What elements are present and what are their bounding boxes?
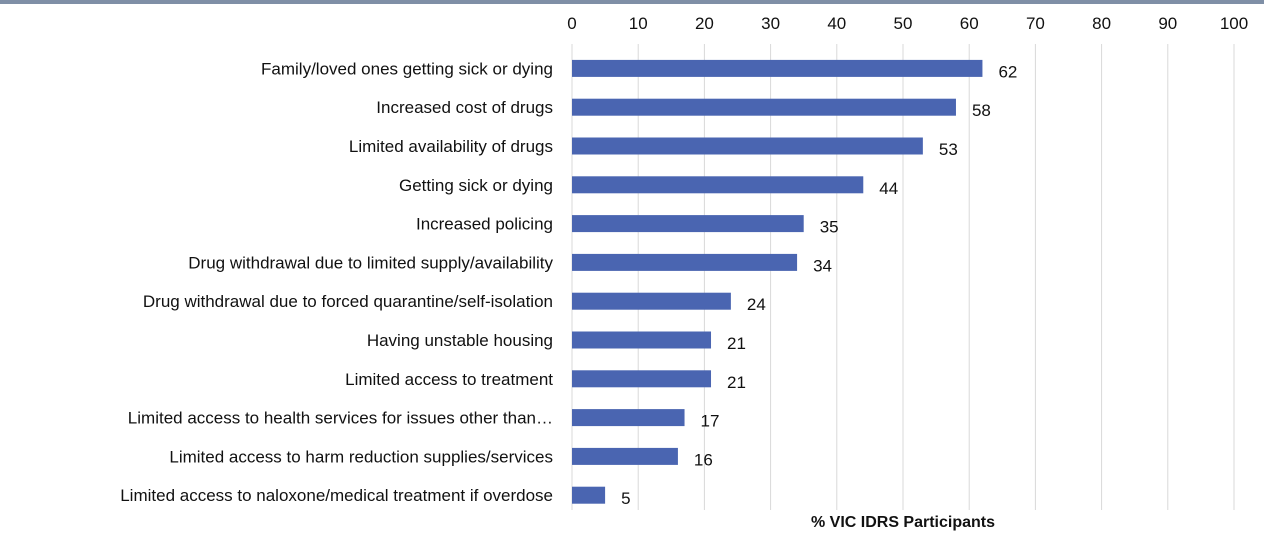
bar (572, 292, 731, 310)
bar (572, 59, 983, 77)
data-label: 34 (813, 256, 832, 275)
gridlines (571, 44, 1235, 510)
data-label: 5 (621, 489, 630, 508)
data-labels: 62 58 53 44 35 34 24 21 21 17 16 5 (621, 62, 1017, 508)
category-label: Limited access to treatment (345, 370, 553, 389)
x-tick-label: 0 (567, 14, 576, 33)
category-label: Getting sick or dying (399, 176, 553, 195)
category-label: Limited availability of drugs (349, 137, 553, 156)
x-tick-label: 50 (894, 14, 913, 33)
bar (572, 98, 956, 116)
bar (572, 447, 678, 465)
category-label: Increased cost of drugs (376, 98, 553, 117)
data-label: 24 (747, 295, 766, 314)
category-label: Limited access to harm reduction supplie… (169, 447, 553, 466)
x-tick-label: 40 (827, 14, 846, 33)
bar (572, 370, 712, 388)
data-label: 21 (727, 334, 746, 353)
bar (572, 137, 923, 155)
category-label: Limited access to naloxone/medical treat… (120, 486, 553, 505)
x-tick-label: 30 (761, 14, 780, 33)
x-axis-tick-labels: 0 10 20 30 40 50 60 70 80 90 100 (567, 14, 1248, 33)
bar (572, 253, 798, 271)
data-label: 58 (972, 101, 991, 120)
x-tick-label: 60 (960, 14, 979, 33)
category-labels: Family/loved ones getting sick or dying I… (120, 59, 553, 505)
category-label: Drug withdrawal due to limited supply/av… (188, 253, 553, 272)
data-label: 21 (727, 373, 746, 392)
x-axis-title: % VIC IDRS Participants (811, 514, 995, 531)
bar (572, 215, 804, 233)
x-tick-label: 80 (1092, 14, 1111, 33)
category-label: Increased policing (416, 215, 553, 234)
x-tick-label: 20 (695, 14, 714, 33)
bar (572, 486, 606, 504)
x-tick-label: 90 (1158, 14, 1177, 33)
data-label: 35 (820, 218, 839, 237)
top-border-line (0, 0, 1264, 4)
data-label: 53 (939, 140, 958, 159)
x-tick-label: 100 (1220, 14, 1248, 33)
category-label: Drug withdrawal due to forced quarantine… (143, 292, 553, 311)
x-tick-label: 10 (629, 14, 648, 33)
data-label: 16 (694, 450, 713, 469)
category-label: Having unstable housing (367, 331, 553, 350)
data-label: 62 (998, 62, 1017, 81)
category-label: Limited access to health services for is… (128, 409, 553, 428)
bar (572, 409, 685, 427)
bar (572, 331, 712, 349)
bars (572, 59, 983, 504)
category-label: Family/loved ones getting sick or dying (261, 59, 553, 78)
x-tick-label: 70 (1026, 14, 1045, 33)
data-label: 17 (701, 412, 720, 431)
bar (572, 176, 864, 194)
data-label: 44 (879, 179, 898, 198)
